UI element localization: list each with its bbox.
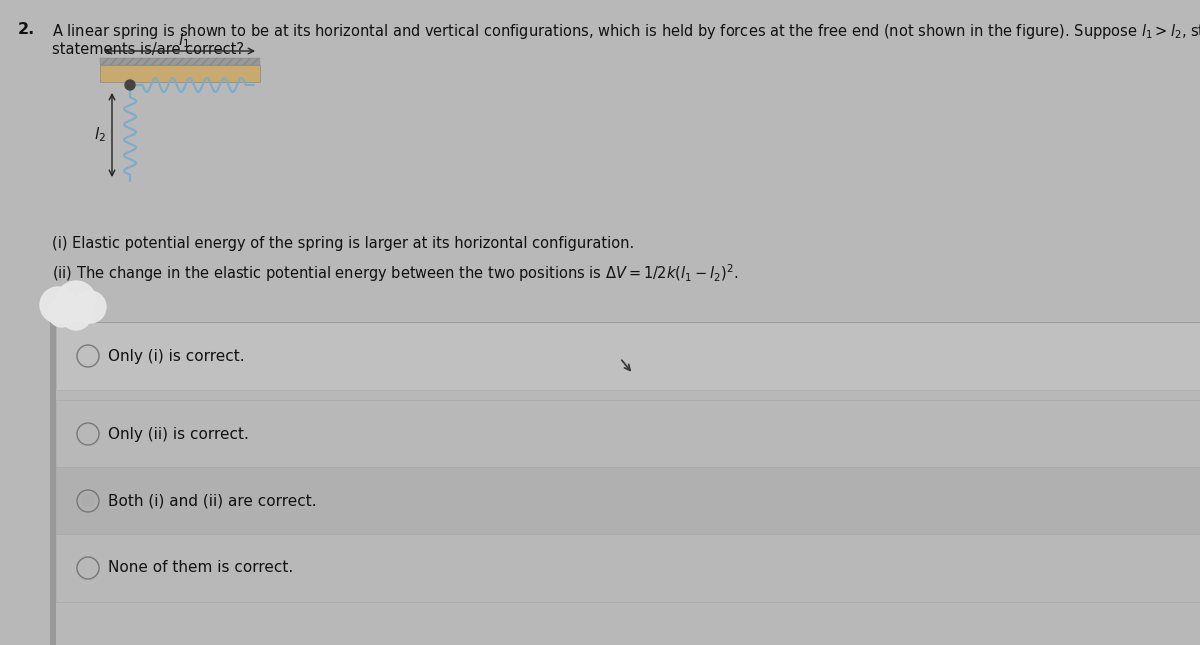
Text: Both (i) and (ii) are correct.: Both (i) and (ii) are correct. — [108, 493, 317, 508]
Text: 2.: 2. — [18, 22, 35, 37]
Text: statements is/are correct?: statements is/are correct? — [52, 42, 244, 57]
Text: $l_2$: $l_2$ — [94, 126, 106, 144]
Bar — [56, 534, 1200, 602]
Bar — [56, 467, 1200, 535]
Bar — [50, 322, 56, 645]
Circle shape — [74, 291, 106, 323]
Circle shape — [48, 299, 76, 327]
Text: $l_1$: $l_1$ — [178, 32, 190, 50]
Bar — [100, 58, 260, 65]
Circle shape — [56, 281, 96, 321]
Text: (i) Elastic potential energy of the spring is larger at its horizontal configura: (i) Elastic potential energy of the spri… — [52, 236, 635, 251]
Text: A linear spring is shown to be at its horizontal and vertical configurations, wh: A linear spring is shown to be at its ho… — [52, 22, 1200, 41]
Text: Only (ii) is correct.: Only (ii) is correct. — [108, 426, 248, 441]
Circle shape — [40, 287, 76, 323]
Text: None of them is correct.: None of them is correct. — [108, 561, 293, 575]
Bar — [100, 65, 260, 82]
Circle shape — [82, 494, 95, 508]
Bar — [56, 322, 1200, 390]
Text: (ii) The change in the elastic potential energy between the two positions is $\D: (ii) The change in the elastic potential… — [52, 262, 738, 284]
Text: Only (i) is correct.: Only (i) is correct. — [108, 348, 245, 364]
Bar — [56, 400, 1200, 468]
Circle shape — [61, 300, 91, 330]
Circle shape — [125, 80, 134, 90]
